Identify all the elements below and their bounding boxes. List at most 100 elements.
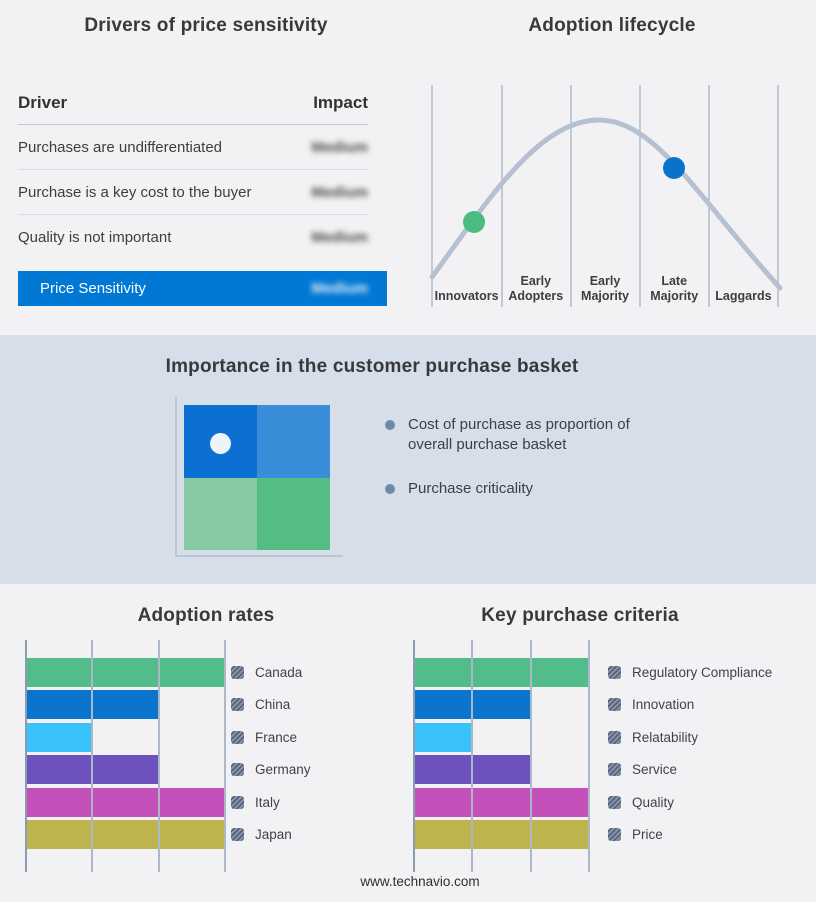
y-axis-line xyxy=(25,640,27,872)
legend-item: Japan xyxy=(231,820,292,849)
impact-cell-obscured: Medium xyxy=(311,138,368,156)
drivers-table-title: Drivers of price sensitivity xyxy=(84,15,328,36)
matrix-cell-top-right xyxy=(257,405,330,478)
gridline xyxy=(91,640,93,872)
bar-regulatory-compliance xyxy=(413,658,590,687)
legend-swatch-icon xyxy=(608,698,621,711)
stage-label-early-adopters: Early Adopters xyxy=(508,274,564,303)
legend-item: Price xyxy=(608,820,663,849)
lifecycle-gridlines xyxy=(431,85,779,307)
table-row: Purchases are undifferentiated Medium xyxy=(18,125,368,170)
bar-relatability xyxy=(413,723,472,752)
bar-quality xyxy=(413,788,590,817)
matrix-x-axis xyxy=(175,555,343,557)
bullet-icon xyxy=(385,420,395,430)
legend-item: Regulatory Compliance xyxy=(608,658,772,687)
basket-bullet-list: Cost of purchase as proportion of overal… xyxy=(385,415,665,522)
lifecycle-curve-chart xyxy=(429,85,783,307)
legend-swatch-icon xyxy=(608,763,621,776)
bar-italy xyxy=(25,788,226,817)
driver-cell: Purchases are undifferentiated xyxy=(18,138,223,156)
impact-cell-obscured: Medium xyxy=(311,183,368,201)
stage-label-innovators: Innovators xyxy=(434,289,499,303)
bar-price xyxy=(413,820,590,849)
table-row: Quality is not important Medium xyxy=(18,215,368,259)
legend-label: France xyxy=(255,730,298,745)
legend-item: Germany xyxy=(231,755,311,784)
late-majority-stage-marker xyxy=(663,157,685,179)
legend-label: Relatability xyxy=(632,730,699,745)
column-header-driver: Driver xyxy=(18,93,68,112)
lifecycle-title: Adoption lifecycle xyxy=(528,15,696,36)
bar-japan xyxy=(25,820,226,849)
innovators-stage-marker xyxy=(463,211,485,233)
legend-item: Relatability xyxy=(608,723,698,752)
price-sensitivity-impact-obscured: Medium xyxy=(311,280,368,297)
website-link[interactable]: www.technavio.com xyxy=(360,874,480,889)
bullet-text: Purchase criticality xyxy=(408,479,534,497)
driver-cell: Quality is not important xyxy=(18,228,172,246)
gridline xyxy=(530,640,532,872)
legend-swatch-icon xyxy=(231,828,244,841)
matrix-cell-bottom-left xyxy=(184,477,257,550)
legend-swatch-icon xyxy=(608,731,621,744)
driver-cell: Purchase is a key cost to the buyer xyxy=(18,183,252,201)
matrix-cell-bottom-right xyxy=(257,477,330,550)
legend-label: Germany xyxy=(255,762,311,777)
legend-swatch-icon xyxy=(231,666,244,679)
gridline xyxy=(471,640,473,872)
stage-label-laggards: Laggards xyxy=(715,289,772,303)
legend-swatch-icon xyxy=(608,666,621,679)
legend-swatch-icon xyxy=(608,796,621,809)
table-header: Driver Impact xyxy=(18,93,368,125)
adoption-rates-chart xyxy=(25,640,226,872)
legend-label: Quality xyxy=(632,795,675,810)
bar-france xyxy=(25,723,92,752)
price-sensitivity-label: Price Sensitivity xyxy=(40,280,146,297)
legend-label: Innovation xyxy=(632,697,695,712)
gridline xyxy=(588,640,590,872)
legend-item: Italy xyxy=(231,788,280,817)
legend-swatch-icon xyxy=(231,731,244,744)
matrix-y-axis xyxy=(175,397,177,557)
legend-swatch-icon xyxy=(231,698,244,711)
price-sensitivity-row: Price Sensitivity Medium xyxy=(18,271,387,306)
list-item: Purchase criticality xyxy=(385,479,665,499)
basket-title: Importance in the customer purchase bask… xyxy=(165,356,579,377)
legend-item: France xyxy=(231,723,297,752)
gridline xyxy=(158,640,160,872)
y-axis-line xyxy=(413,640,415,872)
bell-curve xyxy=(429,117,783,291)
matrix-position-dot xyxy=(210,433,231,454)
legend-item: China xyxy=(231,690,290,719)
lifecycle-stage-labels: Innovators Early Adopters Early Majority… xyxy=(432,258,778,304)
legend-item: Innovation xyxy=(608,690,694,719)
legend-swatch-icon xyxy=(231,796,244,809)
legend-swatch-icon xyxy=(231,763,244,776)
table-row: Purchase is a key cost to the buyer Medi… xyxy=(18,170,368,215)
legend-item: Quality xyxy=(608,788,674,817)
legend-label: Service xyxy=(632,762,678,777)
bullet-icon xyxy=(385,483,395,494)
legend-label: Italy xyxy=(255,795,280,810)
impact-cell-obscured: Medium xyxy=(311,228,368,246)
column-header-impact: Impact xyxy=(313,93,368,112)
key-purchase-criteria-title: Key purchase criteria xyxy=(481,605,679,626)
purchase-basket-section: Importance in the customer purchase bask… xyxy=(0,335,816,584)
list-item: Cost of purchase as proportion of overal… xyxy=(385,415,665,455)
legend-item: Service xyxy=(608,755,677,784)
stage-label-early-majority: Early Majority xyxy=(581,274,629,303)
bullet-text: Cost of purchase as proportion of overal… xyxy=(408,416,630,453)
legend-swatch-icon xyxy=(608,828,621,841)
legend-label: Canada xyxy=(255,665,303,680)
legend-label: China xyxy=(255,697,291,712)
adoption-rates-title: Adoption rates xyxy=(137,605,275,626)
legend-label: Price xyxy=(632,827,663,842)
bar-canada xyxy=(25,658,226,687)
legend-item: Canada xyxy=(231,658,302,687)
drivers-table: Driver Impact Purchases are undifferenti… xyxy=(18,93,368,259)
purchase-basket-matrix xyxy=(184,405,330,550)
key-purchase-criteria-chart xyxy=(413,640,590,872)
stage-label-late-majority: Late Majority xyxy=(650,274,699,303)
